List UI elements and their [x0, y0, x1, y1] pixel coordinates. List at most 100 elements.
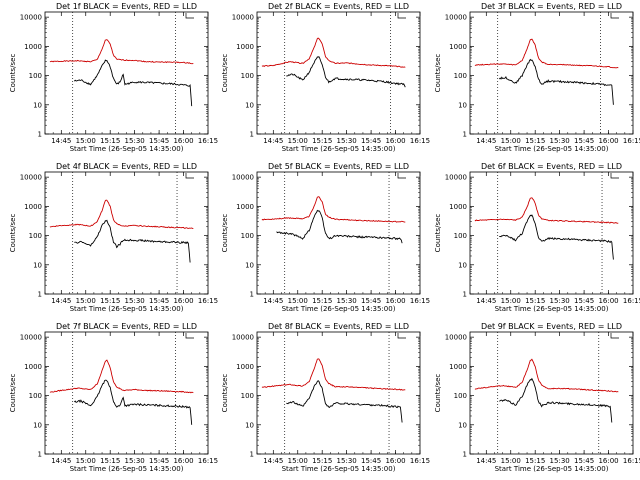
- x-tick-label: 15:30: [125, 137, 145, 145]
- chart-panel-6: Det 6f BLACK = Events, RED = LLD 1 10 100 10…: [434, 162, 640, 313]
- y-tick-label: 10: [33, 421, 42, 429]
- lld-series-line: [261, 37, 406, 68]
- y-tick-label: 10: [458, 101, 467, 109]
- x-tick-label: 14:45: [51, 457, 71, 465]
- legend-box: [610, 333, 619, 339]
- x-axis-label: Start Time (26-Sep-05 14:35:00): [282, 305, 396, 313]
- y-tick-label: 10000: [445, 174, 467, 182]
- y-axis-label: Counts/sec: [9, 54, 17, 93]
- y-tick-label: 10: [458, 261, 467, 269]
- y-axis-label: Counts/sec: [221, 54, 229, 93]
- x-tick-label: 16:15: [623, 297, 640, 305]
- x-tick-label: 15:15: [100, 137, 120, 145]
- y-tick-label: 1: [463, 291, 467, 299]
- y-tick-label: 10000: [20, 334, 42, 342]
- x-tick-label: 16:15: [410, 457, 430, 465]
- x-tick-label: 15:00: [501, 137, 521, 145]
- x-tick-label: 15:30: [125, 457, 145, 465]
- plot-frame: [256, 11, 421, 135]
- y-tick-label: 10000: [445, 334, 467, 342]
- y-axis-label: Counts/sec: [434, 54, 442, 93]
- x-tick-label: 15:15: [312, 457, 332, 465]
- plot-frame: [469, 171, 634, 295]
- y-tick-label: 100: [29, 72, 42, 80]
- y-tick-label: 10000: [232, 334, 254, 342]
- x-tick-label: 16:00: [173, 137, 193, 145]
- x-tick-label: 15:00: [76, 137, 96, 145]
- chart-title: Det 8f BLACK = Events, RED = LLD: [268, 322, 409, 331]
- chart-panel-8: Det 8f BLACK = Events, RED = LLD 1 10 100 10…: [221, 322, 430, 473]
- y-axis-label: Counts/sec: [9, 214, 17, 253]
- x-tick-label: 15:45: [574, 297, 594, 305]
- y-tick-label: 1: [38, 131, 42, 139]
- y-tick-label: 1000: [24, 43, 42, 51]
- y-axis-label: Counts/sec: [9, 374, 17, 413]
- x-tick-label: 14:45: [51, 297, 71, 305]
- y-tick-label: 10000: [445, 14, 467, 22]
- x-tick-label: 15:15: [312, 297, 332, 305]
- x-tick-label: 15:00: [76, 457, 96, 465]
- chart-title: Det 1f BLACK = Events, RED = LLD: [56, 2, 197, 11]
- x-tick-label: 16:15: [623, 137, 640, 145]
- x-tick-label: 15:45: [149, 457, 169, 465]
- plot-frame: [44, 11, 209, 135]
- x-tick-label: 15:30: [550, 457, 570, 465]
- lld-series-line: [49, 199, 194, 229]
- x-axis-label: Start Time (26-Sep-05 14:35:00): [70, 465, 184, 473]
- y-tick-label: 10000: [20, 14, 42, 22]
- x-tick-label: 15:00: [288, 137, 308, 145]
- x-tick-label: 15:30: [337, 137, 357, 145]
- x-tick-label: 14:45: [263, 457, 283, 465]
- y-tick-label: 10: [245, 101, 254, 109]
- lld-series-line: [474, 38, 619, 69]
- plot-frame: [469, 331, 634, 455]
- x-tick-label: 15:30: [550, 297, 570, 305]
- events-series-line: [74, 379, 193, 425]
- x-tick-label: 15:30: [550, 137, 570, 145]
- y-tick-label: 1: [38, 451, 42, 459]
- y-axis-label: Counts/sec: [221, 374, 229, 413]
- chart-panel-2: Det 2f BLACK = Events, RED = LLD 1 10 100 10…: [221, 2, 430, 153]
- x-tick-label: 15:15: [100, 297, 120, 305]
- y-tick-label: 1: [250, 451, 254, 459]
- x-tick-label: 16:15: [198, 297, 218, 305]
- x-tick-label: 16:00: [385, 297, 405, 305]
- x-tick-label: 14:45: [476, 457, 496, 465]
- x-tick-label: 14:45: [51, 137, 71, 145]
- y-tick-label: 1: [463, 451, 467, 459]
- y-tick-label: 1000: [449, 363, 467, 371]
- y-tick-label: 1000: [236, 43, 254, 51]
- y-tick-label: 10: [458, 421, 467, 429]
- y-tick-label: 100: [29, 232, 42, 240]
- x-tick-label: 15:15: [525, 137, 545, 145]
- chart-title: Det 7f BLACK = Events, RED = LLD: [56, 322, 197, 331]
- x-tick-label: 16:15: [623, 457, 640, 465]
- chart-panel-9: Det 9f BLACK = Events, RED = LLD 1 10 100 10…: [434, 322, 640, 473]
- y-tick-label: 1: [463, 131, 467, 139]
- y-tick-label: 1000: [24, 203, 42, 211]
- y-tick-label: 100: [241, 232, 254, 240]
- chart-panel-7: Det 7f BLACK = Events, RED = LLD 1 10 100 10…: [9, 322, 218, 473]
- x-tick-label: 16:15: [410, 137, 430, 145]
- x-tick-label: 15:00: [288, 297, 308, 305]
- x-tick-label: 15:15: [525, 457, 545, 465]
- y-tick-label: 1: [250, 291, 254, 299]
- y-tick-label: 100: [454, 392, 467, 400]
- x-tick-label: 14:45: [476, 297, 496, 305]
- events-series-line: [276, 209, 403, 244]
- y-tick-label: 1000: [449, 203, 467, 211]
- y-tick-label: 1000: [236, 363, 254, 371]
- chart-title: Det 6f BLACK = Events, RED = LLD: [481, 162, 622, 171]
- x-tick-label: 16:00: [598, 457, 618, 465]
- legend-box: [397, 333, 406, 339]
- x-tick-label: 16:15: [198, 137, 218, 145]
- x-tick-label: 15:15: [525, 297, 545, 305]
- x-tick-label: 15:45: [149, 297, 169, 305]
- chart-title: Det 4f BLACK = Events, RED = LLD: [56, 162, 197, 171]
- y-tick-label: 10000: [20, 174, 42, 182]
- x-tick-label: 15:30: [337, 457, 357, 465]
- lld-series-line: [49, 39, 194, 65]
- y-tick-label: 10000: [232, 174, 254, 182]
- x-tick-label: 15:30: [337, 297, 357, 305]
- lld-series-line: [49, 359, 194, 394]
